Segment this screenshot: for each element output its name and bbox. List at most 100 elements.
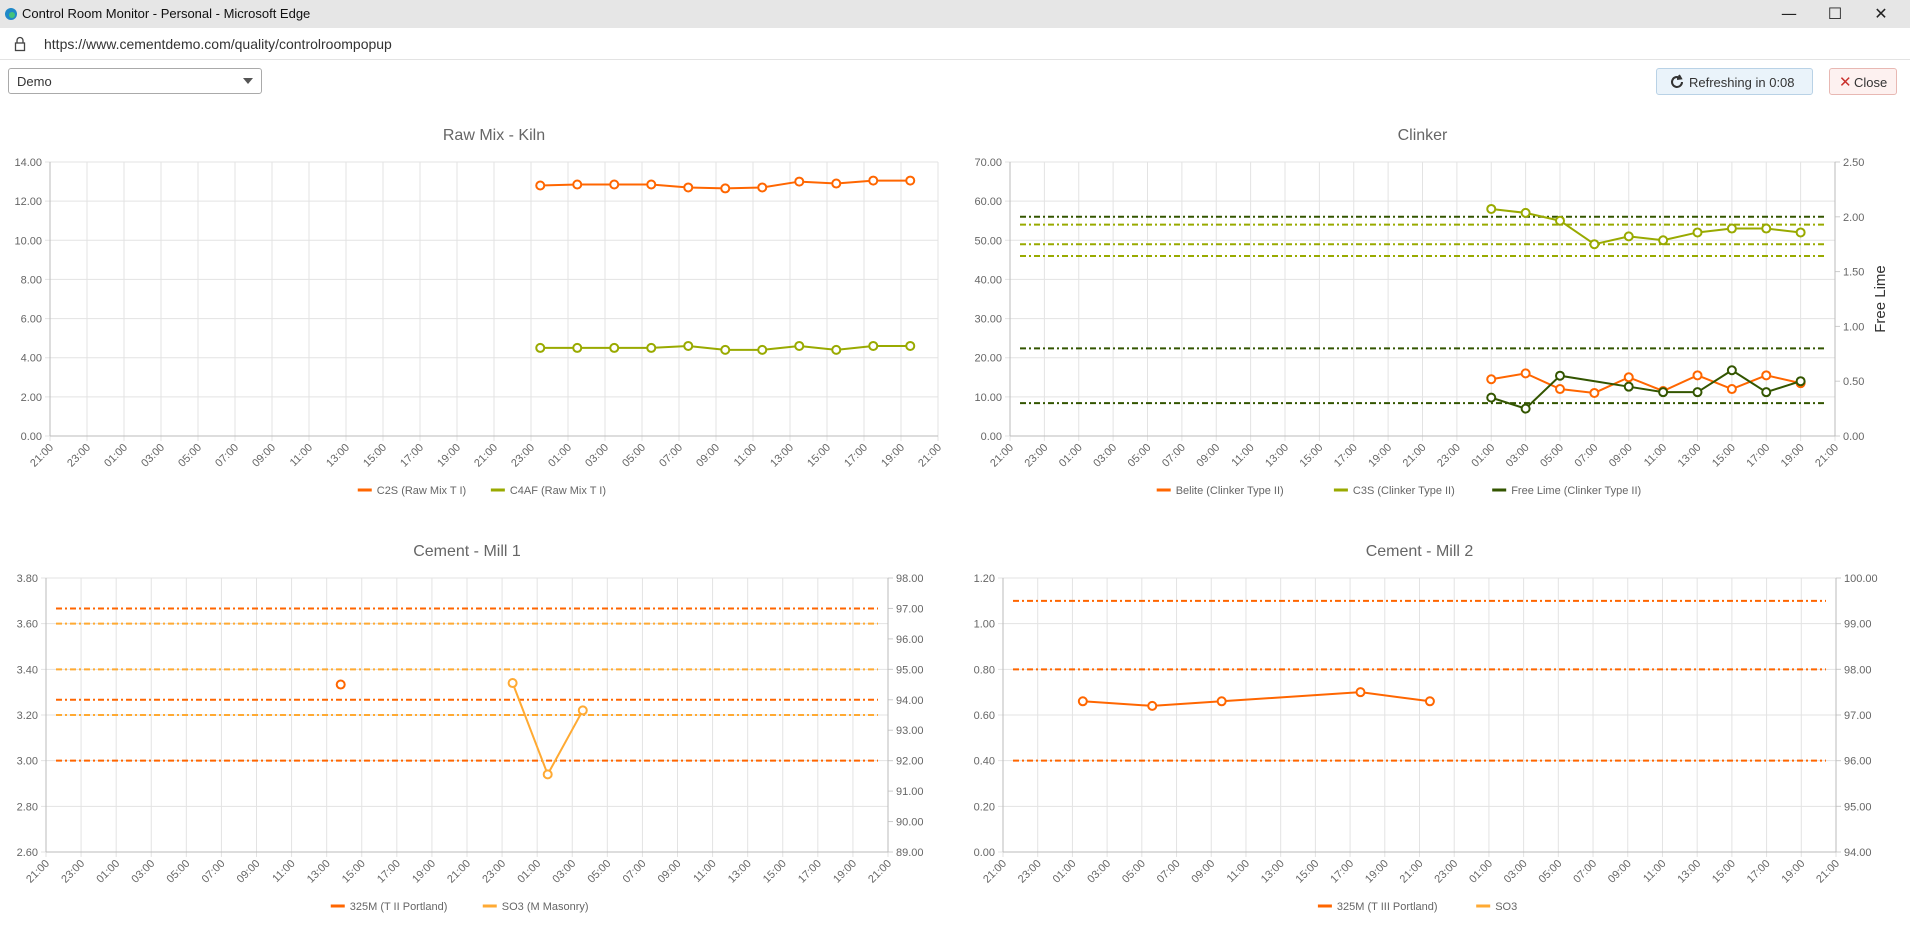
y-tick-label: 60.00 bbox=[974, 196, 1002, 208]
legend-item: 325M (T III Portland) bbox=[1317, 901, 1438, 913]
chart-title: Raw Mix - Kiln bbox=[443, 127, 545, 144]
x-tick-label: 09:00 bbox=[1607, 442, 1635, 470]
data-point bbox=[572, 179, 583, 190]
x-tick-label: 05:00 bbox=[1126, 442, 1154, 470]
x-tick-label: 21:00 bbox=[1814, 858, 1842, 886]
data-point bbox=[794, 340, 805, 351]
x-tick-label: 13:00 bbox=[1675, 858, 1703, 886]
x-tick-label: 09:00 bbox=[694, 442, 722, 470]
y2-tick-label: 99.00 bbox=[1844, 619, 1872, 631]
x-tick-label: 17:00 bbox=[398, 442, 426, 470]
x-tick-label: 07:00 bbox=[200, 858, 228, 886]
data-point bbox=[905, 340, 916, 351]
data-point bbox=[1623, 372, 1634, 383]
x-tick-label: 21:00 bbox=[988, 442, 1016, 470]
x-tick-label: 07:00 bbox=[621, 858, 649, 886]
data-point bbox=[1692, 387, 1703, 398]
y-tick-label: 0.00 bbox=[981, 431, 1002, 443]
refresh-label: Refreshing in 0:08 bbox=[1689, 75, 1795, 90]
x-tick-label: 17:00 bbox=[842, 442, 870, 470]
data-point bbox=[1355, 687, 1366, 698]
close-icon[interactable]: ✕ bbox=[1874, 4, 1888, 23]
legend-label: Belite (Clinker Type II) bbox=[1176, 485, 1284, 497]
y2-tick-label: 1.00 bbox=[1843, 321, 1864, 333]
x-tick-label: 03:00 bbox=[139, 442, 167, 470]
x-tick-label: 21:00 bbox=[916, 442, 944, 470]
x-tick-label: 11:00 bbox=[1642, 442, 1669, 469]
x-tick-label: 05:00 bbox=[176, 442, 204, 470]
url-text[interactable]: https://www.cementdemo.com/quality/contr… bbox=[44, 36, 392, 52]
legend-label: SO3 (M Masonry) bbox=[502, 901, 589, 913]
x-tick-label: 07:00 bbox=[213, 442, 241, 470]
x-tick-label: 23:00 bbox=[1435, 442, 1463, 470]
legend-item: C2S (Raw Mix T I) bbox=[357, 485, 466, 497]
data-point bbox=[683, 340, 694, 351]
data-point bbox=[1692, 370, 1703, 381]
legend-item: SO3 bbox=[1476, 901, 1517, 913]
data-point bbox=[1520, 207, 1531, 218]
maximize-icon[interactable]: ☐ bbox=[1827, 4, 1843, 23]
x-tick-label: 03:00 bbox=[1504, 442, 1532, 470]
x-tick-label: 13:00 bbox=[1676, 442, 1704, 470]
data-point bbox=[1520, 403, 1531, 414]
x-tick-label: 17:00 bbox=[796, 858, 824, 886]
x-tick-label: 23:00 bbox=[509, 442, 537, 470]
x-tick-label: 09:00 bbox=[250, 442, 278, 470]
x-tick-label: 19:00 bbox=[410, 858, 438, 886]
x-tick-label: 07:00 bbox=[1160, 442, 1188, 470]
x-tick-label: 07:00 bbox=[1155, 858, 1183, 886]
x-tick-label: 21:00 bbox=[981, 858, 1009, 886]
data-point bbox=[1726, 223, 1737, 234]
x-tick-label: 01:00 bbox=[1469, 442, 1497, 470]
y2-tick-label: 93.00 bbox=[896, 725, 924, 737]
close-button[interactable]: ✕ Close bbox=[1829, 68, 1897, 95]
y2-tick-label: 96.00 bbox=[896, 634, 924, 646]
x-tick-label: 21:00 bbox=[1398, 858, 1426, 886]
data-point bbox=[1486, 203, 1497, 214]
data-point bbox=[646, 342, 657, 353]
x-tick-label: 17:00 bbox=[1744, 442, 1772, 470]
x-tick-label: 01:00 bbox=[546, 442, 574, 470]
x-tick-label: 01:00 bbox=[94, 858, 122, 886]
chart-title: Clinker bbox=[1398, 127, 1448, 144]
y2-tick-label: 95.00 bbox=[1844, 801, 1872, 813]
plant-select[interactable]: Demo bbox=[8, 68, 262, 94]
x-tick-label: 15:00 bbox=[1710, 858, 1738, 886]
y-tick-label: 4.00 bbox=[21, 353, 42, 365]
y2-tick-label: 1.50 bbox=[1843, 267, 1864, 279]
data-point bbox=[335, 679, 346, 690]
x-tick-label: 11:00 bbox=[691, 858, 718, 885]
edge-icon bbox=[5, 8, 17, 20]
x-tick-label: 05:00 bbox=[620, 442, 648, 470]
x-tick-label: 11:00 bbox=[1229, 442, 1256, 469]
chart-title: Cement - Mill 2 bbox=[1366, 543, 1474, 560]
y-tick-label: 0.00 bbox=[974, 847, 995, 859]
y2-tick-label: 100.00 bbox=[1844, 573, 1878, 585]
y-tick-label: 70.00 bbox=[974, 157, 1002, 169]
x-tick-label: 21:00 bbox=[866, 858, 894, 886]
y-tick-label: 50.00 bbox=[974, 235, 1002, 247]
x-tick-label: 03:00 bbox=[550, 858, 578, 886]
y-tick-label: 1.20 bbox=[974, 573, 995, 585]
y-tick-label: 30.00 bbox=[974, 314, 1002, 326]
legend-label: SO3 bbox=[1495, 901, 1517, 913]
refresh-button[interactable]: Refreshing in 0:08 bbox=[1656, 68, 1813, 95]
series-line bbox=[1082, 691, 1431, 707]
y2-tick-label: 90.00 bbox=[896, 817, 924, 829]
x-tick-label: 19:00 bbox=[1363, 858, 1391, 886]
x-tick-label: 15:00 bbox=[361, 442, 389, 470]
y2-tick-label: 98.00 bbox=[1844, 664, 1872, 676]
x-tick-label: 13:00 bbox=[1263, 442, 1291, 470]
data-point bbox=[1761, 387, 1772, 398]
legend-label: 325M (T III Portland) bbox=[1337, 901, 1438, 913]
y2-tick-label: 0.00 bbox=[1843, 431, 1864, 443]
x-tick-label: 19:00 bbox=[879, 442, 907, 470]
legend-item: Belite (Clinker Type II) bbox=[1156, 485, 1284, 497]
data-point bbox=[1795, 227, 1806, 238]
x-tick-label: 09:00 bbox=[235, 858, 263, 886]
y-tick-label: 10.00 bbox=[974, 392, 1002, 404]
y-tick-label: 10.00 bbox=[14, 235, 42, 247]
minimize-icon[interactable]: — bbox=[1781, 4, 1797, 23]
data-point bbox=[572, 342, 583, 353]
data-point bbox=[868, 175, 879, 186]
